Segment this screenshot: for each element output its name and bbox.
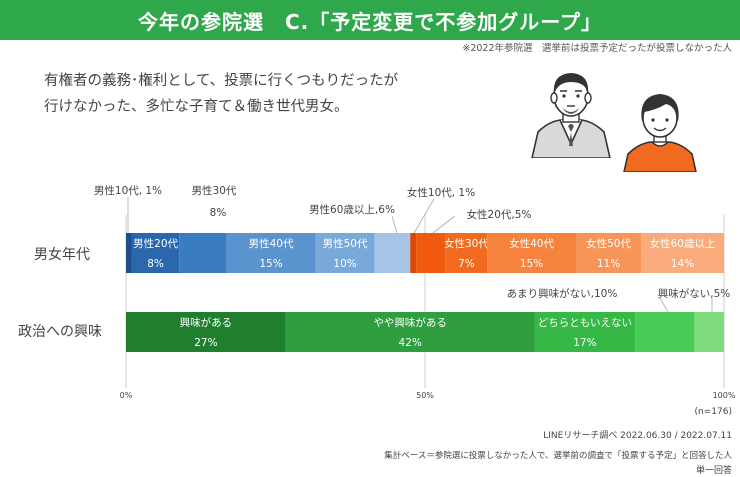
x-tick-100: 100%	[713, 391, 736, 400]
segment-value-label-r0-s8: 7%	[458, 258, 475, 270]
outside-label-male-30s-value: 8%	[210, 207, 227, 219]
outside-label-female-10s: 女性10代, 1%	[407, 186, 475, 199]
base-note: 集計ベース＝参院選に投票しなかった人で、選挙前の調査で「投票する予定」と回答した…	[384, 451, 732, 461]
bar-segments: 男性20代 8% 男性40代 15% 男性50代 10% 女性30代 7% 女性40代 15% 女性…	[126, 233, 724, 352]
outside-label-not-very-interested: あまり興味がない,10%	[507, 287, 618, 300]
bar-segment-r0-s6	[410, 233, 417, 273]
leader-line-female-10s	[413, 198, 435, 234]
bar-segment-r0-s5	[374, 233, 411, 273]
description-line: 行けなかった、多忙な子育て＆働き世代男女。	[44, 99, 349, 115]
man-illustration-icon	[531, 73, 611, 158]
description-line: 有権者の義務･権利として、投票に行くつもりだったが	[44, 73, 399, 89]
segment-name-label-r0-s9: 女性40代	[509, 237, 554, 250]
segment-name-label-r0-s10: 女性50代	[586, 237, 631, 250]
outside-label-not-interested: 興味がない,5%	[658, 287, 731, 300]
segment-name-label-r1-s2: どちらともいえない	[538, 317, 632, 329]
bar-segment-r0-s2	[179, 233, 227, 273]
segment-value-label-r1-s0: 27%	[194, 337, 217, 349]
source-note: LINEリサーチ調べ 2022.06.30 / 2022.07.11	[543, 431, 732, 441]
segment-value-label-r1-s1: 42%	[399, 337, 422, 349]
segment-value-label-r0-s11: 14%	[671, 258, 694, 270]
bar-segment-r0-s7	[416, 233, 446, 273]
segment-name-label-r0-s1: 男性20代	[133, 237, 178, 250]
row-label-political-interest: 政治への興味	[18, 324, 102, 340]
page-title: 今年の参院選 C.「予定変更で不参加グループ」	[0, 0, 740, 40]
segment-value-label-r0-s1: 8%	[147, 258, 164, 270]
bar-segment-r0-s8	[445, 233, 488, 273]
bar-segment-r0-s9	[487, 233, 576, 273]
segment-value-label-r0-s4: 10%	[333, 258, 356, 270]
bar-segment-r0-s0	[126, 233, 132, 273]
outside-label-male-10s: 男性10代, 1%	[94, 184, 162, 197]
outside-label-male-60plus: 男性60歳以上,6%	[309, 203, 395, 216]
segment-value-label-r0-s3: 15%	[259, 258, 282, 270]
segment-name-label-r0-s8: 女性30代	[444, 237, 489, 250]
stacked-bar-chart: 0% 50% 100% 男女年代 政治への興味 男性20代8%男性40代15%男…	[18, 184, 736, 400]
outside-label-male-30s-name: 男性30代	[192, 184, 237, 197]
row-label-gender-age: 男女年代	[34, 246, 90, 263]
bar-segment-r1-s3	[635, 312, 695, 352]
leader-line-not-very-interested	[659, 297, 669, 313]
bar-segment-r1-s1	[285, 312, 535, 352]
segment-name-label-r0-s11: 女性60歳以上	[650, 237, 716, 250]
bar-segment-r0-s1	[131, 233, 180, 273]
segment-value-label-r0-s9: 15%	[520, 258, 543, 270]
leader-line-male-60plus	[391, 215, 398, 234]
bar-segment-r0-s10	[575, 233, 642, 273]
segment-value-label-r1-s2: 17%	[573, 337, 596, 349]
bar-segment-r0-s4	[315, 233, 375, 273]
bar-segment-r1-s0	[126, 312, 286, 352]
woman-illustration-icon	[623, 94, 697, 172]
segment-name-label-r1-s1: やや興味がある	[373, 316, 447, 329]
segment-name-label-r0-s4: 男性50代	[323, 237, 368, 250]
segment-value-label-r0-s10: 11%	[597, 258, 620, 270]
bar-segment-r1-s2	[534, 312, 636, 352]
target-note: ※2022年参院選 選挙前は投票予定だったが投票しなかった人	[462, 43, 732, 54]
description: 有権者の義務･権利として、投票に行くつもりだったが 行けなかった、多忙な子育て＆…	[44, 68, 398, 120]
answer-type: 単一回答	[695, 466, 732, 476]
x-tick-50: 50%	[416, 391, 434, 400]
leader-line-female-20s	[432, 215, 456, 234]
outside-label-female-20s: 女性20代,5%	[467, 208, 532, 221]
bar-segment-r0-s11	[641, 233, 724, 273]
x-tick-0: 0%	[120, 391, 133, 400]
bar-segment-r0-s3	[226, 233, 316, 273]
bar-segment-r1-s4	[694, 312, 724, 352]
segment-name-label-r1-s0: 興味がある	[180, 316, 233, 329]
segment-name-label-r0-s3: 男性40代	[249, 237, 294, 250]
sample-size: (n=176)	[694, 407, 732, 417]
